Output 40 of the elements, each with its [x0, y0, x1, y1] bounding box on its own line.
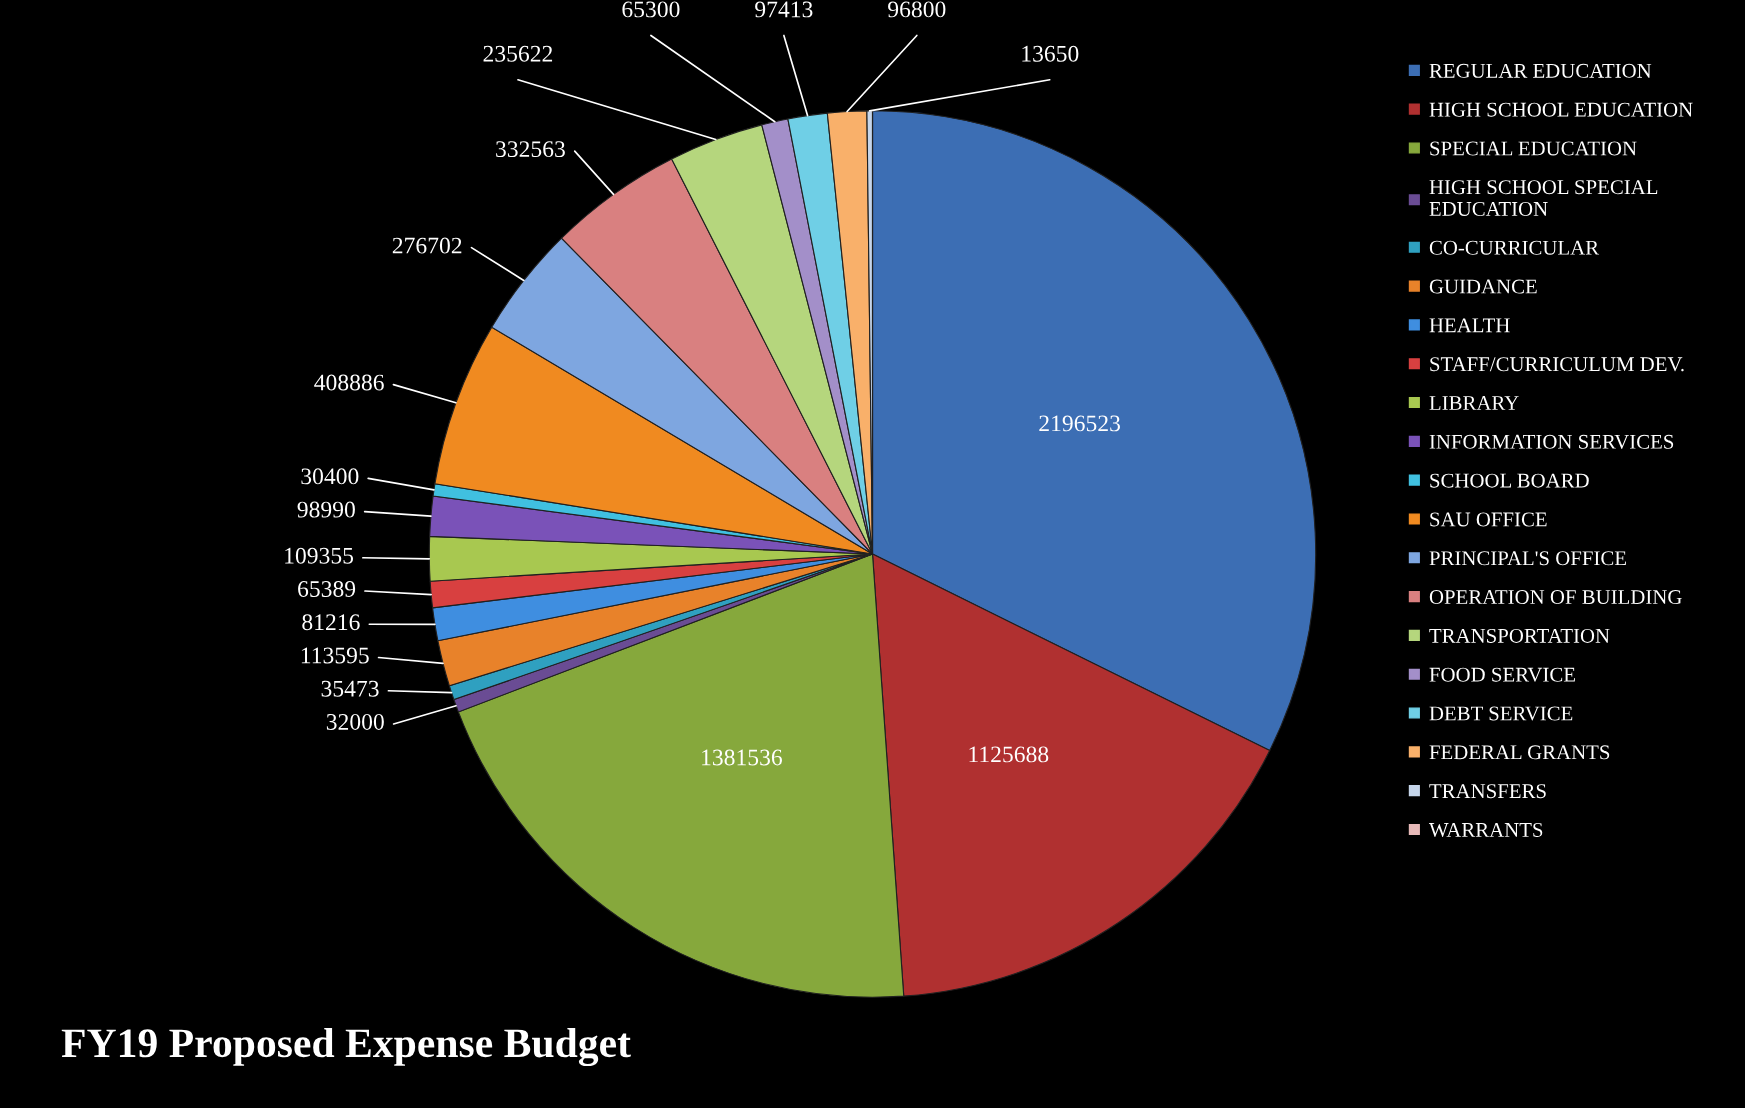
data-label: 235622 [483, 45, 553, 62]
legend-label: STAFF/CURRICULUM DEV. [1430, 357, 1684, 372]
data-label: 2196523 [1039, 415, 1120, 432]
legend-label: HIGH SCHOOL EDUCATION [1429, 102, 1693, 117]
data-label: 109355 [285, 547, 354, 564]
data-label: 97413 [755, 1, 813, 18]
data-label: 65389 [298, 580, 356, 597]
legend-label: HEALTH [1429, 318, 1510, 333]
data-label: 81216 [302, 614, 360, 631]
data-label: 65300 [622, 1, 680, 18]
legend-label: GUIDANCE [1429, 279, 1537, 294]
data-label: 35473 [321, 680, 379, 697]
data-label: 408886 [314, 374, 384, 391]
data-label: 113595 [301, 647, 369, 664]
legend-label: FOOD SERVICE [1429, 667, 1575, 682]
data-label: 13650 [1022, 45, 1079, 62]
legend-label: FEDERAL GRANTS [1429, 745, 1610, 760]
legend-label: SCHOOL BOARD [1430, 473, 1589, 488]
legend-label: INFORMATION SERVICES [1429, 434, 1674, 449]
data-label: 30400 [301, 468, 359, 485]
legend-label: TRANSPORTATION [1429, 628, 1610, 643]
legend-label: OPERATION OF BUILDING [1429, 590, 1682, 605]
legend-label: SAU OFFICE [1430, 512, 1547, 527]
data-label: 98990 [297, 501, 355, 518]
legend-label: DEBT SERVICE [1429, 706, 1573, 721]
data-label: 1125688 [969, 746, 1049, 763]
data-label: 96800 [888, 1, 946, 18]
legend-label: WARRANTS [1428, 822, 1543, 838]
data-label: 332563 [496, 141, 565, 158]
text: FY19 Proposed Expense Budget [61, 1028, 631, 1067]
data-label: 1381536 [702, 749, 782, 766]
legend-label: HIGH SCHOOL SPECIAL EDUCATION [1429, 180, 1658, 216]
legend-label: LIBRARY [1429, 396, 1519, 410]
data-label: 276702 [392, 237, 462, 254]
data-label: 32000 [326, 713, 384, 730]
legend-label: CO-CURRICULAR [1429, 240, 1600, 255]
legend-label: REGULAR EDUCATION [1429, 63, 1652, 78]
legend-label: SPECIAL EDUCATION [1430, 141, 1637, 156]
legend-label: PRINCIPAL'S OFFICE [1429, 551, 1626, 566]
legend-label: TRANSFERS [1429, 784, 1546, 799]
